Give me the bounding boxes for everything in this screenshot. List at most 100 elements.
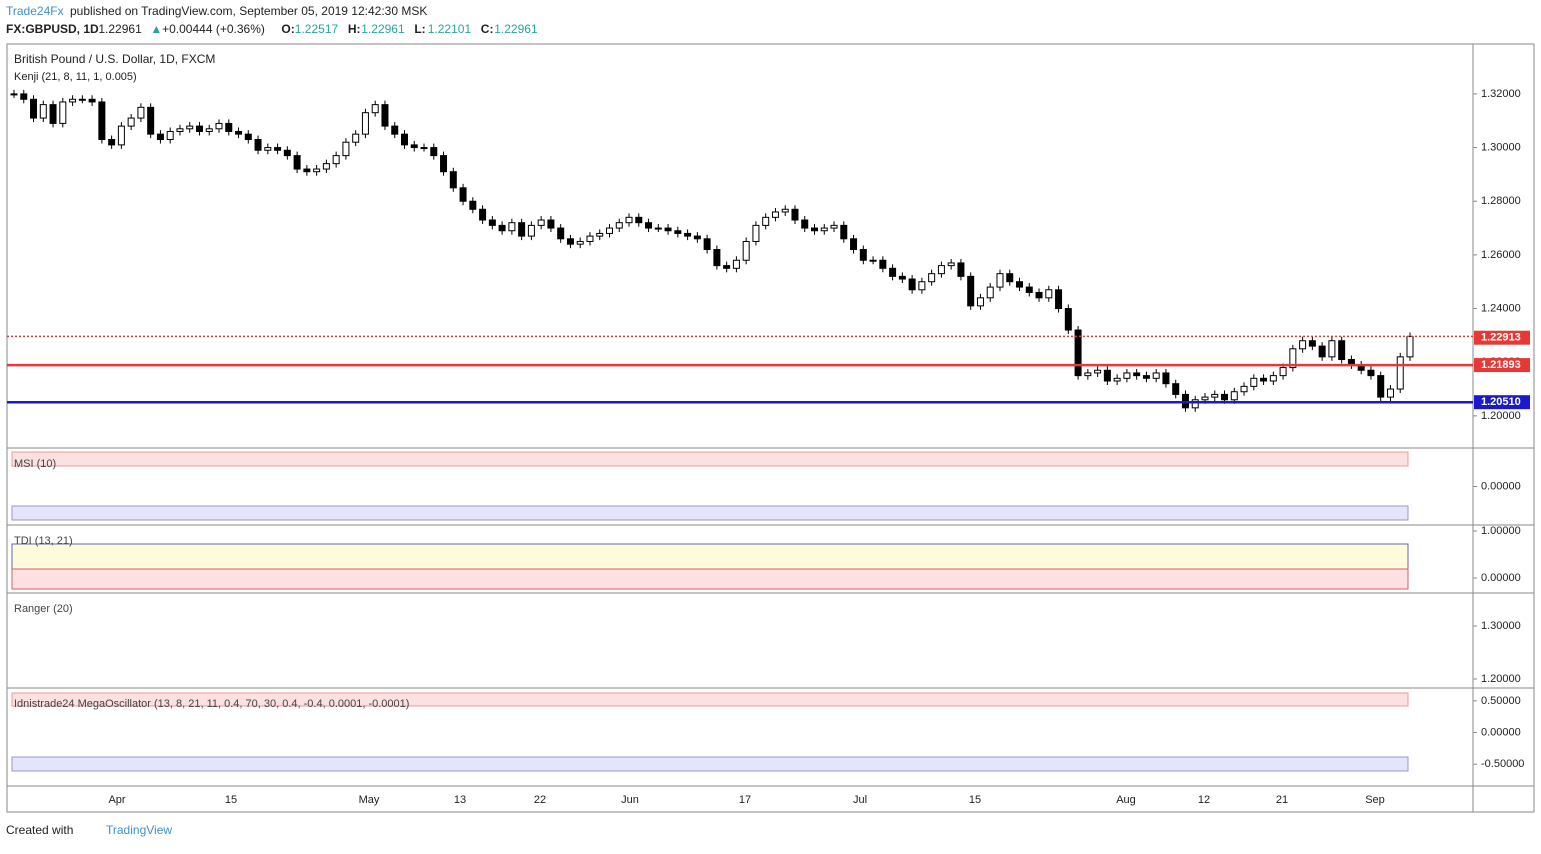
candle xyxy=(1045,289,1053,299)
candle xyxy=(1162,372,1170,385)
y-tick-label: 1.24000 xyxy=(1481,302,1521,314)
panel-title: Ranger (20) xyxy=(14,603,73,615)
candle xyxy=(1016,281,1024,288)
x-tick-label: 13 xyxy=(454,794,466,806)
candle xyxy=(801,219,809,229)
change: +0.00444 (+0.36%) xyxy=(162,22,265,36)
tdi-mid-band xyxy=(11,543,1409,570)
candle xyxy=(440,155,448,173)
candle xyxy=(1064,308,1072,331)
candle xyxy=(527,224,535,237)
candle xyxy=(156,133,164,141)
candle xyxy=(605,227,613,234)
candle xyxy=(1328,340,1336,358)
candle xyxy=(840,224,848,240)
candle xyxy=(98,101,106,141)
ohlc-label: L: xyxy=(414,22,425,36)
candle xyxy=(137,106,145,119)
candle xyxy=(654,227,662,230)
y-tick-label: 1.32000 xyxy=(1481,88,1521,100)
candle xyxy=(762,216,770,226)
author[interactable]: Trade24Fx xyxy=(6,4,64,18)
x-tick-label: Jul xyxy=(853,794,867,806)
candle xyxy=(771,211,779,218)
candle xyxy=(420,147,428,150)
candle xyxy=(976,297,984,307)
ohlc-value: 1.22517 xyxy=(295,22,339,36)
candle xyxy=(1123,372,1131,379)
candle xyxy=(117,125,125,146)
candle xyxy=(518,222,526,237)
level-label: 1.21893 xyxy=(1481,359,1521,371)
candle xyxy=(449,171,457,189)
candle xyxy=(566,238,574,245)
level-box xyxy=(1474,330,1530,345)
candle xyxy=(664,227,672,232)
x-tick-label: 17 xyxy=(739,794,751,806)
candle xyxy=(293,155,301,170)
panel-title: MSI (10) xyxy=(14,458,56,470)
y-tick-label: 0.00000 xyxy=(1481,480,1521,492)
level-label: 1.20510 xyxy=(1481,396,1521,408)
level-label: 1.22913 xyxy=(1481,332,1521,344)
candle xyxy=(1142,375,1150,379)
candle xyxy=(20,93,28,100)
candle xyxy=(1308,340,1316,347)
candle xyxy=(576,240,584,245)
candle xyxy=(508,222,516,232)
x-tick-label: 22 xyxy=(534,794,546,806)
candle xyxy=(645,222,653,229)
candle xyxy=(39,104,47,119)
candle xyxy=(1299,340,1307,350)
candle xyxy=(820,227,828,232)
candle xyxy=(69,98,77,103)
ohlc-label: H: xyxy=(348,22,361,36)
candle xyxy=(713,249,721,267)
candle xyxy=(889,267,897,277)
candle xyxy=(1094,369,1102,374)
candle xyxy=(1250,377,1258,387)
footer-brand[interactable]: TradingView xyxy=(106,823,172,837)
y-tick-label: 1.00000 xyxy=(1481,525,1521,537)
candle xyxy=(430,147,438,157)
candle xyxy=(381,104,389,127)
candle xyxy=(791,208,799,221)
candle xyxy=(1133,372,1141,377)
x-tick-label: Sep xyxy=(1365,794,1385,806)
panel-title: TDI (13, 21) xyxy=(14,535,73,547)
candle xyxy=(635,216,643,224)
candle xyxy=(313,168,321,173)
candle xyxy=(869,259,877,262)
candle xyxy=(742,240,750,261)
mega-lower-band xyxy=(11,756,1409,772)
ohlc-value: 1.22961 xyxy=(361,22,405,36)
panel-title: Idnistrade24 MegaOscillator (13, 8, 21, … xyxy=(14,698,409,710)
candle xyxy=(1367,369,1375,377)
candle xyxy=(674,230,682,234)
ohlc-label: O: xyxy=(281,22,294,36)
candle xyxy=(1084,372,1092,377)
y-tick-label: 1.20000 xyxy=(1481,410,1521,422)
candle xyxy=(1396,356,1404,390)
candle xyxy=(1201,396,1209,401)
candle xyxy=(928,273,936,283)
candle xyxy=(615,222,623,229)
candle xyxy=(88,98,96,103)
candle xyxy=(195,125,203,132)
candle xyxy=(10,93,18,96)
candle xyxy=(1152,372,1160,379)
y-tick-label: 1.26000 xyxy=(1481,249,1521,261)
ohlc-label: C: xyxy=(481,22,494,36)
x-tick-label: 21 xyxy=(1276,794,1288,806)
candle xyxy=(147,106,155,135)
candle xyxy=(127,117,135,127)
x-tick-label: Jun xyxy=(621,794,639,806)
candle xyxy=(957,262,965,277)
candle xyxy=(1211,393,1219,398)
candle xyxy=(1172,383,1180,395)
candle xyxy=(947,262,955,267)
msi-lower-band xyxy=(11,505,1409,521)
candle xyxy=(49,104,57,124)
candle xyxy=(244,133,252,141)
candle xyxy=(703,238,711,251)
